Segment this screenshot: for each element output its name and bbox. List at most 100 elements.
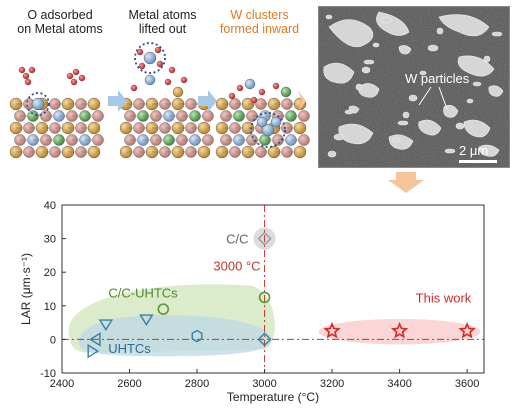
w-particle	[478, 144, 500, 157]
atom	[236, 84, 244, 92]
x-tick-label: 2400	[50, 378, 74, 390]
w-particle	[483, 55, 491, 63]
diamond-marker	[257, 231, 272, 246]
atom	[180, 76, 188, 84]
atom	[256, 116, 268, 128]
w-particle	[327, 150, 337, 158]
stage2-text: Metal atoms lifted out	[128, 8, 197, 36]
w-particle	[455, 122, 465, 130]
circle-marker	[258, 291, 271, 304]
y-tick-label: 10	[44, 301, 56, 313]
atom	[87, 121, 101, 135]
triangle-marker	[98, 319, 114, 332]
x-tick-label: 3000	[252, 378, 276, 390]
atom	[244, 78, 256, 90]
highlight-circle-3	[250, 112, 286, 148]
atom	[144, 74, 156, 86]
y-tick-label: 30	[44, 234, 56, 246]
w-particle	[323, 62, 355, 84]
atom	[87, 97, 101, 111]
w-particle	[488, 85, 504, 97]
x-tick-label: 2600	[117, 378, 141, 390]
w-particle	[419, 70, 427, 76]
w-particle	[408, 94, 418, 102]
atom	[136, 48, 144, 56]
w-particle	[355, 83, 363, 91]
atom	[293, 145, 307, 159]
atom	[197, 145, 211, 159]
atom	[197, 121, 211, 135]
circle-marker	[157, 303, 170, 315]
w-particle	[358, 83, 380, 98]
atom	[87, 145, 101, 159]
w-particle	[372, 42, 380, 48]
atom	[298, 110, 310, 122]
w-particle	[391, 137, 401, 143]
atom	[143, 51, 157, 65]
star-marker	[323, 321, 341, 339]
stage3-text: W clusters formed inward	[219, 8, 300, 36]
y-tick-label: 20	[44, 267, 56, 279]
w-particle	[444, 148, 456, 154]
atom	[280, 86, 292, 98]
region-this-work	[318, 318, 481, 345]
atom	[31, 97, 45, 111]
atom	[293, 121, 307, 135]
stage1-text: O adsorbed on Metal atoms	[17, 8, 103, 36]
w-particle	[325, 14, 333, 20]
sem-micrograph: W particles 2 μm	[318, 6, 510, 168]
atom	[168, 66, 176, 74]
x-axis-label: Temperature (°C)	[227, 390, 319, 404]
atom	[270, 116, 282, 128]
w-particle	[438, 14, 490, 37]
atom	[258, 88, 266, 96]
highlight-circle-1	[26, 92, 50, 116]
arrow-stage3-to-sem	[298, 90, 306, 112]
structure-stage1	[9, 66, 104, 159]
star-marker	[458, 321, 476, 339]
w-particle	[472, 81, 482, 87]
region-uhtcs	[78, 315, 272, 357]
triangle-marker	[87, 343, 100, 359]
atom	[70, 78, 78, 86]
atom	[24, 78, 32, 86]
atom	[156, 60, 164, 68]
w-particle	[328, 19, 374, 48]
atom	[22, 72, 30, 80]
atom	[28, 66, 36, 74]
w-particle	[427, 44, 439, 52]
star-marker	[390, 321, 409, 339]
w-particle	[380, 16, 392, 24]
w-particle	[457, 55, 495, 77]
w-particle	[436, 27, 444, 35]
x-tick-label: 3400	[387, 378, 411, 390]
atom	[154, 46, 162, 54]
atom	[92, 110, 104, 122]
w-particle	[463, 119, 491, 138]
y-tick-label: 0	[50, 334, 56, 346]
x-tick-label: 3600	[455, 378, 479, 390]
w-particle	[466, 98, 474, 104]
x-tick-label: 2800	[185, 378, 209, 390]
atom	[250, 96, 258, 104]
scale-bar	[459, 160, 497, 163]
atom	[138, 62, 146, 70]
triangle-marker	[139, 314, 154, 326]
plot-frame	[61, 204, 485, 374]
hexagon-marker	[191, 329, 203, 343]
scale-label: 2 μm	[459, 143, 489, 158]
y-tick-label: 40	[44, 200, 56, 212]
lar-chart: 2400 2600 2800 3000 3200 3400 3600 -10 0 10 20 30 40…	[19, 200, 485, 404]
label-3000: 3000 °C	[213, 259, 260, 274]
atom	[66, 72, 74, 80]
w-particle	[491, 31, 503, 37]
atom	[228, 92, 236, 100]
w-particle	[418, 119, 442, 136]
label-cc: C/C	[226, 232, 248, 247]
label-cc-uhtcs: C/C-UHTCs	[108, 285, 178, 300]
sem-texture	[319, 7, 509, 167]
stage1-label: O adsorbed on Metal atoms	[5, 8, 115, 36]
atom	[261, 123, 275, 137]
label-uhtcs: UHTCs	[108, 341, 151, 356]
w-particle	[361, 66, 371, 74]
